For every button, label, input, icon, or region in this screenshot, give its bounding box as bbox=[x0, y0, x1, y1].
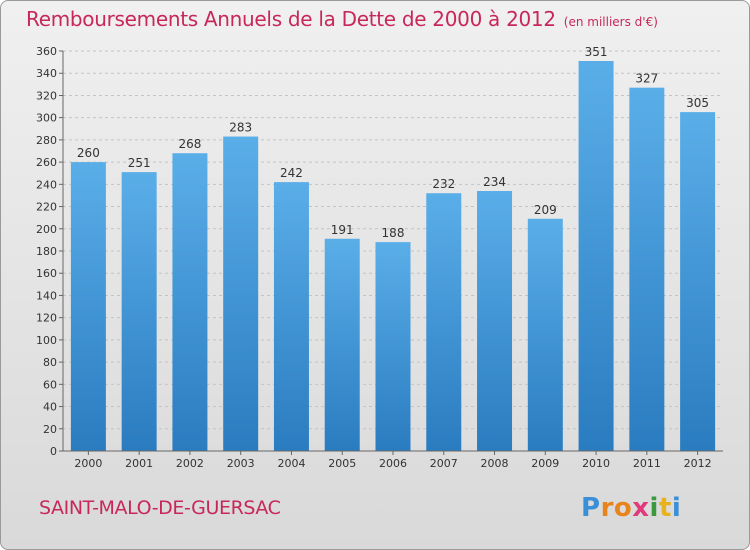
bar-value-label: 305 bbox=[686, 96, 709, 110]
x-tick-label: 2002 bbox=[176, 457, 204, 470]
bar-2005 bbox=[324, 238, 360, 451]
x-tick-label: 2012 bbox=[684, 457, 712, 470]
bar-2008 bbox=[477, 191, 513, 451]
title-text: Remboursements Annuels de la Dette de 20… bbox=[26, 7, 556, 31]
bar-2000 bbox=[70, 162, 106, 451]
bar-value-label: 327 bbox=[635, 72, 658, 86]
x-tick-label: 2011 bbox=[633, 457, 661, 470]
x-tick-label: 2006 bbox=[379, 457, 407, 470]
y-tick-label: 0 bbox=[50, 445, 57, 458]
x-tick-label: 2008 bbox=[481, 457, 509, 470]
x-tick-label: 2007 bbox=[430, 457, 458, 470]
y-tick-label: 320 bbox=[36, 89, 57, 102]
x-tick-label: 2000 bbox=[74, 457, 102, 470]
bar-value-label: 191 bbox=[331, 223, 354, 237]
bar-2006 bbox=[375, 242, 411, 451]
bar-value-label: 232 bbox=[432, 177, 455, 191]
y-tick-label: 40 bbox=[43, 401, 57, 414]
y-tick-label: 340 bbox=[36, 67, 57, 80]
y-tick-label: 220 bbox=[36, 201, 57, 214]
x-tick-label: 2009 bbox=[531, 457, 559, 470]
bar-value-label: 242 bbox=[280, 166, 303, 180]
bar-value-label: 351 bbox=[585, 45, 608, 59]
bar-2001 bbox=[121, 172, 157, 451]
bar-2011 bbox=[629, 87, 665, 452]
y-tick-label: 140 bbox=[36, 289, 57, 302]
x-tick-label: 2003 bbox=[227, 457, 255, 470]
x-tick-label: 2005 bbox=[328, 457, 356, 470]
bar-value-label: 209 bbox=[534, 203, 557, 217]
logo-letter: P bbox=[581, 493, 601, 523]
bar-value-label: 251 bbox=[128, 156, 151, 170]
y-tick-label: 100 bbox=[36, 334, 57, 347]
bar-2009 bbox=[527, 218, 563, 451]
x-tick-label: 2001 bbox=[125, 457, 153, 470]
y-tick-label: 20 bbox=[43, 423, 57, 436]
commune-name: SAINT-MALO-DE-GUERSAC bbox=[39, 497, 281, 519]
bar-value-label: 260 bbox=[77, 146, 100, 160]
y-tick-label: 120 bbox=[36, 312, 57, 325]
x-tick-label: 2010 bbox=[582, 457, 610, 470]
bar-2010 bbox=[578, 61, 614, 451]
y-tick-label: 280 bbox=[36, 134, 57, 147]
bar-value-label: 234 bbox=[483, 175, 506, 189]
logo-letter: r bbox=[600, 493, 614, 523]
bar-value-label: 188 bbox=[382, 226, 405, 240]
chart-title: Remboursements Annuels de la Dette de 20… bbox=[26, 7, 658, 31]
y-tick-label: 180 bbox=[36, 245, 57, 258]
y-tick-label: 240 bbox=[36, 178, 57, 191]
y-tick-label: 300 bbox=[36, 112, 57, 125]
unit-text: (en milliers d'€) bbox=[563, 15, 658, 29]
logo-letter: x bbox=[632, 493, 650, 523]
proxiti-logo: Proxiti bbox=[581, 493, 681, 523]
bar-2002 bbox=[172, 153, 208, 451]
bar-value-label: 283 bbox=[229, 121, 252, 135]
logo-letter: o bbox=[613, 493, 633, 523]
bar-2004 bbox=[273, 182, 309, 451]
bar-2012 bbox=[680, 112, 716, 451]
bar-value-label: 268 bbox=[178, 137, 201, 151]
x-tick-label: 2004 bbox=[277, 457, 305, 470]
y-tick-label: 80 bbox=[43, 356, 57, 369]
bar-2003 bbox=[223, 136, 259, 452]
logo-letter: i bbox=[649, 493, 659, 523]
y-tick-label: 260 bbox=[36, 156, 57, 169]
y-tick-label: 360 bbox=[36, 45, 57, 58]
y-tick-label: 200 bbox=[36, 223, 57, 236]
bar-2007 bbox=[426, 193, 462, 451]
logo-letter: i bbox=[671, 493, 682, 523]
logo-letter: t bbox=[658, 493, 672, 523]
y-tick-label: 160 bbox=[36, 267, 57, 280]
y-tick-label: 60 bbox=[43, 378, 57, 391]
